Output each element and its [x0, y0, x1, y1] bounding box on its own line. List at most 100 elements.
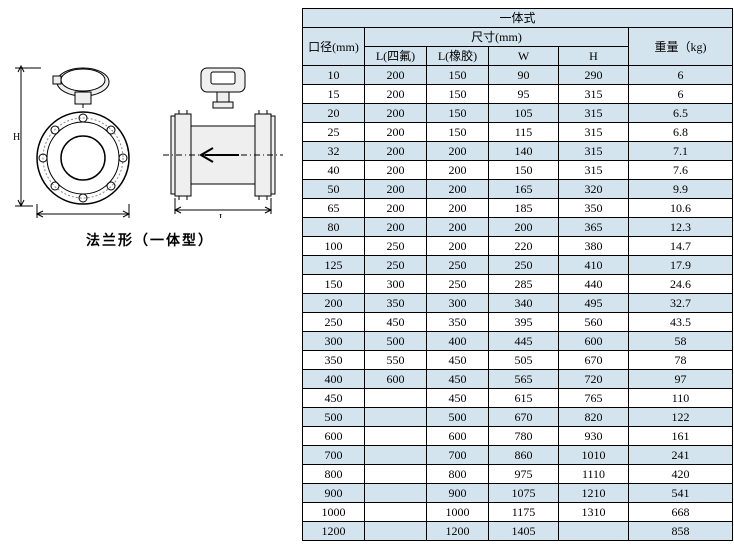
table-row: 8020020020036512.3 — [303, 218, 733, 237]
cell-h: 315 — [559, 85, 629, 104]
cell-h: 720 — [559, 370, 629, 389]
diagram-row: H W — [13, 58, 287, 218]
cell-w: 140 — [489, 142, 559, 161]
cell-d: 200 — [303, 294, 365, 313]
cell-h: 765 — [559, 389, 629, 408]
cell-wt: 420 — [629, 465, 733, 484]
cell-wt: 32.7 — [629, 294, 733, 313]
cell-wt: 7.1 — [629, 142, 733, 161]
table-row: 30050040044560058 — [303, 332, 733, 351]
table-row: 202001501053156.5 — [303, 104, 733, 123]
cell-l1: 200 — [365, 104, 427, 123]
cell-wt: 58 — [629, 332, 733, 351]
table-row: 322002001403157.1 — [303, 142, 733, 161]
cell-d: 450 — [303, 389, 365, 408]
cell-w: 285 — [489, 275, 559, 294]
cell-d: 125 — [303, 256, 365, 275]
cell-w: 200 — [489, 218, 559, 237]
cell-wt: 110 — [629, 389, 733, 408]
cell-w: 95 — [489, 85, 559, 104]
cell-w: 860 — [489, 446, 559, 465]
table-row: 1000100011751310668 — [303, 503, 733, 522]
table-row: 15030025028544024.6 — [303, 275, 733, 294]
table-row: 40060045056572097 — [303, 370, 733, 389]
cell-l1: 250 — [365, 237, 427, 256]
cell-h: 410 — [559, 256, 629, 275]
cell-wt: 122 — [629, 408, 733, 427]
cell-h: 820 — [559, 408, 629, 427]
cell-wt: 43.5 — [629, 313, 733, 332]
cell-l2: 200 — [427, 161, 489, 180]
cell-l2: 350 — [427, 313, 489, 332]
cell-d: 1000 — [303, 503, 365, 522]
cell-d: 32 — [303, 142, 365, 161]
table-row: 15200150953156 — [303, 85, 733, 104]
spec-table: 一体式 口径(mm) 尺寸(mm) 重量（kg) L(四氟) L(橡胶) W H… — [302, 8, 733, 541]
cell-l2: 150 — [427, 66, 489, 85]
cell-l1: 200 — [365, 85, 427, 104]
cell-l2: 400 — [427, 332, 489, 351]
cell-l2: 900 — [427, 484, 489, 503]
cell-d: 700 — [303, 446, 365, 465]
cell-d: 900 — [303, 484, 365, 503]
cell-l1: 450 — [365, 313, 427, 332]
cell-w: 340 — [489, 294, 559, 313]
table-row: 8008009751110420 — [303, 465, 733, 484]
cell-w: 1175 — [489, 503, 559, 522]
cell-wt: 14.7 — [629, 237, 733, 256]
dim-h-label: H — [13, 132, 20, 143]
spec-table-wrap: 一体式 口径(mm) 尺寸(mm) 重量（kg) L(四氟) L(橡胶) W H… — [302, 8, 732, 541]
table-row: 120012001405858 — [303, 522, 733, 541]
cell-l1: 200 — [365, 66, 427, 85]
col-l1: L(四氟) — [365, 47, 427, 66]
cell-l1: 300 — [365, 275, 427, 294]
diagram-pane: H W — [0, 58, 300, 250]
cell-d: 250 — [303, 313, 365, 332]
table-row: 12525025025041017.9 — [303, 256, 733, 275]
cell-wt: 668 — [629, 503, 733, 522]
cell-wt: 78 — [629, 351, 733, 370]
cell-d: 800 — [303, 465, 365, 484]
cell-wt: 17.9 — [629, 256, 733, 275]
cell-w: 615 — [489, 389, 559, 408]
col-diameter: 口径(mm) — [303, 28, 365, 66]
col-l2: L(橡胶) — [427, 47, 489, 66]
cell-l1: 200 — [365, 180, 427, 199]
cell-h: 315 — [559, 104, 629, 123]
cell-d: 20 — [303, 104, 365, 123]
table-row: 500500670820122 — [303, 408, 733, 427]
cell-w: 1075 — [489, 484, 559, 503]
cell-h: 670 — [559, 351, 629, 370]
cell-l2: 200 — [427, 218, 489, 237]
cell-d: 600 — [303, 427, 365, 446]
cell-l1 — [365, 465, 427, 484]
cell-wt: 541 — [629, 484, 733, 503]
cell-d: 10 — [303, 66, 365, 85]
cell-h: 365 — [559, 218, 629, 237]
diagram-caption: 法兰形（一体型） — [86, 230, 214, 250]
table-row: 10200150902906 — [303, 66, 733, 85]
cell-l2: 200 — [427, 199, 489, 218]
cell-l2: 700 — [427, 446, 489, 465]
dim-w-label: W — [79, 217, 89, 218]
cell-l1: 200 — [365, 123, 427, 142]
cell-d: 350 — [303, 351, 365, 370]
cell-l2: 250 — [427, 256, 489, 275]
cell-d: 300 — [303, 332, 365, 351]
cell-w: 445 — [489, 332, 559, 351]
cell-w: 975 — [489, 465, 559, 484]
cell-d: 400 — [303, 370, 365, 389]
cell-l1: 200 — [365, 161, 427, 180]
table-row: 502002001653209.9 — [303, 180, 733, 199]
table-row: 10025020022038014.7 — [303, 237, 733, 256]
cell-d: 40 — [303, 161, 365, 180]
cell-wt: 6.5 — [629, 104, 733, 123]
cell-d: 15 — [303, 85, 365, 104]
cell-l2: 150 — [427, 104, 489, 123]
cell-d: 25 — [303, 123, 365, 142]
cell-h: 315 — [559, 142, 629, 161]
cell-l2: 800 — [427, 465, 489, 484]
cell-h: 320 — [559, 180, 629, 199]
cell-w: 395 — [489, 313, 559, 332]
cell-l2: 500 — [427, 408, 489, 427]
